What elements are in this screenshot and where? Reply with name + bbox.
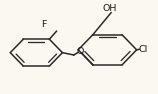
Text: OH: OH bbox=[103, 4, 117, 13]
Text: F: F bbox=[41, 20, 46, 29]
Text: Cl: Cl bbox=[138, 45, 148, 54]
Text: O: O bbox=[76, 47, 84, 56]
